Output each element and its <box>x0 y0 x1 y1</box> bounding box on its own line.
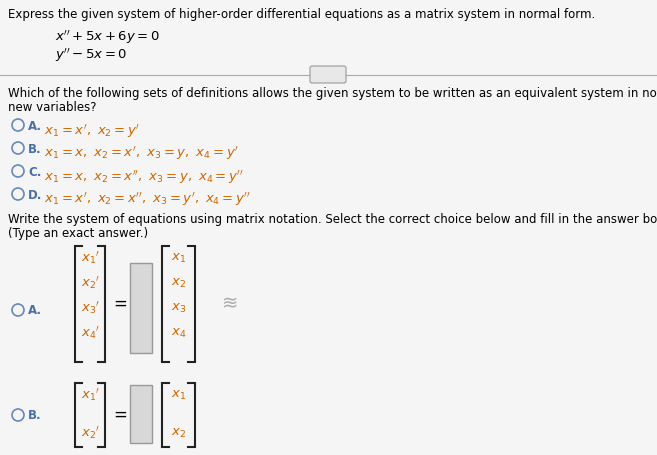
Text: $x_4$: $x_4$ <box>171 326 187 339</box>
Text: $x_1$: $x_1$ <box>171 252 186 264</box>
Text: A.: A. <box>28 120 42 133</box>
Text: $y'' - 5x = 0$: $y'' - 5x = 0$ <box>55 46 127 64</box>
Text: ...: ... <box>323 70 332 80</box>
Text: $x_2$: $x_2$ <box>171 426 186 440</box>
Text: Which of the following sets of definitions allows the given system to be written: Which of the following sets of definitio… <box>8 87 657 100</box>
Text: $x_2$: $x_2$ <box>171 277 186 289</box>
Text: $x_1 = x,\ x_2 = x'',\ x_3 = y,\ x_4 = y''$: $x_1 = x,\ x_2 = x'',\ x_3 = y,\ x_4 = y… <box>44 168 244 186</box>
Text: $x_2{'}$: $x_2{'}$ <box>81 275 99 291</box>
Text: $x'' + 5x + 6y = 0$: $x'' + 5x + 6y = 0$ <box>55 28 160 46</box>
Text: Write the system of equations using matrix notation. Select the correct choice b: Write the system of equations using matr… <box>8 213 657 226</box>
Text: $x_4{'}$: $x_4{'}$ <box>81 325 99 341</box>
Text: B.: B. <box>28 409 41 422</box>
Text: $x_1{'}$: $x_1{'}$ <box>81 387 99 403</box>
FancyBboxPatch shape <box>130 385 152 443</box>
FancyBboxPatch shape <box>310 66 346 83</box>
Text: $x_2{'}$: $x_2{'}$ <box>81 425 99 441</box>
Text: $x_1 = x',\ x_2 = y'$: $x_1 = x',\ x_2 = y'$ <box>44 122 141 140</box>
Text: A.: A. <box>28 304 42 317</box>
Text: D.: D. <box>28 189 42 202</box>
Text: (Type an exact answer.): (Type an exact answer.) <box>8 227 148 240</box>
Text: $x_1{'}$: $x_1{'}$ <box>81 250 99 266</box>
Text: ≋: ≋ <box>222 294 238 313</box>
Text: =: = <box>113 295 127 313</box>
Text: B.: B. <box>28 143 41 156</box>
Text: $x_3$: $x_3$ <box>171 302 186 314</box>
Text: $x_1 = x',\ x_2 = x'',\ x_3 = y',\ x_4 = y''$: $x_1 = x',\ x_2 = x'',\ x_3 = y',\ x_4 =… <box>44 191 251 208</box>
Text: Express the given system of higher-order differential equations as a matrix syst: Express the given system of higher-order… <box>8 8 595 21</box>
Text: $x_1$: $x_1$ <box>171 389 186 402</box>
Text: C.: C. <box>28 166 41 179</box>
Text: =: = <box>113 406 127 424</box>
Text: $x_3{'}$: $x_3{'}$ <box>81 300 99 316</box>
Text: $x_1 = x,\ x_2 = x',\ x_3 = y,\ x_4 = y'$: $x_1 = x,\ x_2 = x',\ x_3 = y,\ x_4 = y'… <box>44 145 239 162</box>
Text: new variables?: new variables? <box>8 101 97 114</box>
FancyBboxPatch shape <box>130 263 152 353</box>
